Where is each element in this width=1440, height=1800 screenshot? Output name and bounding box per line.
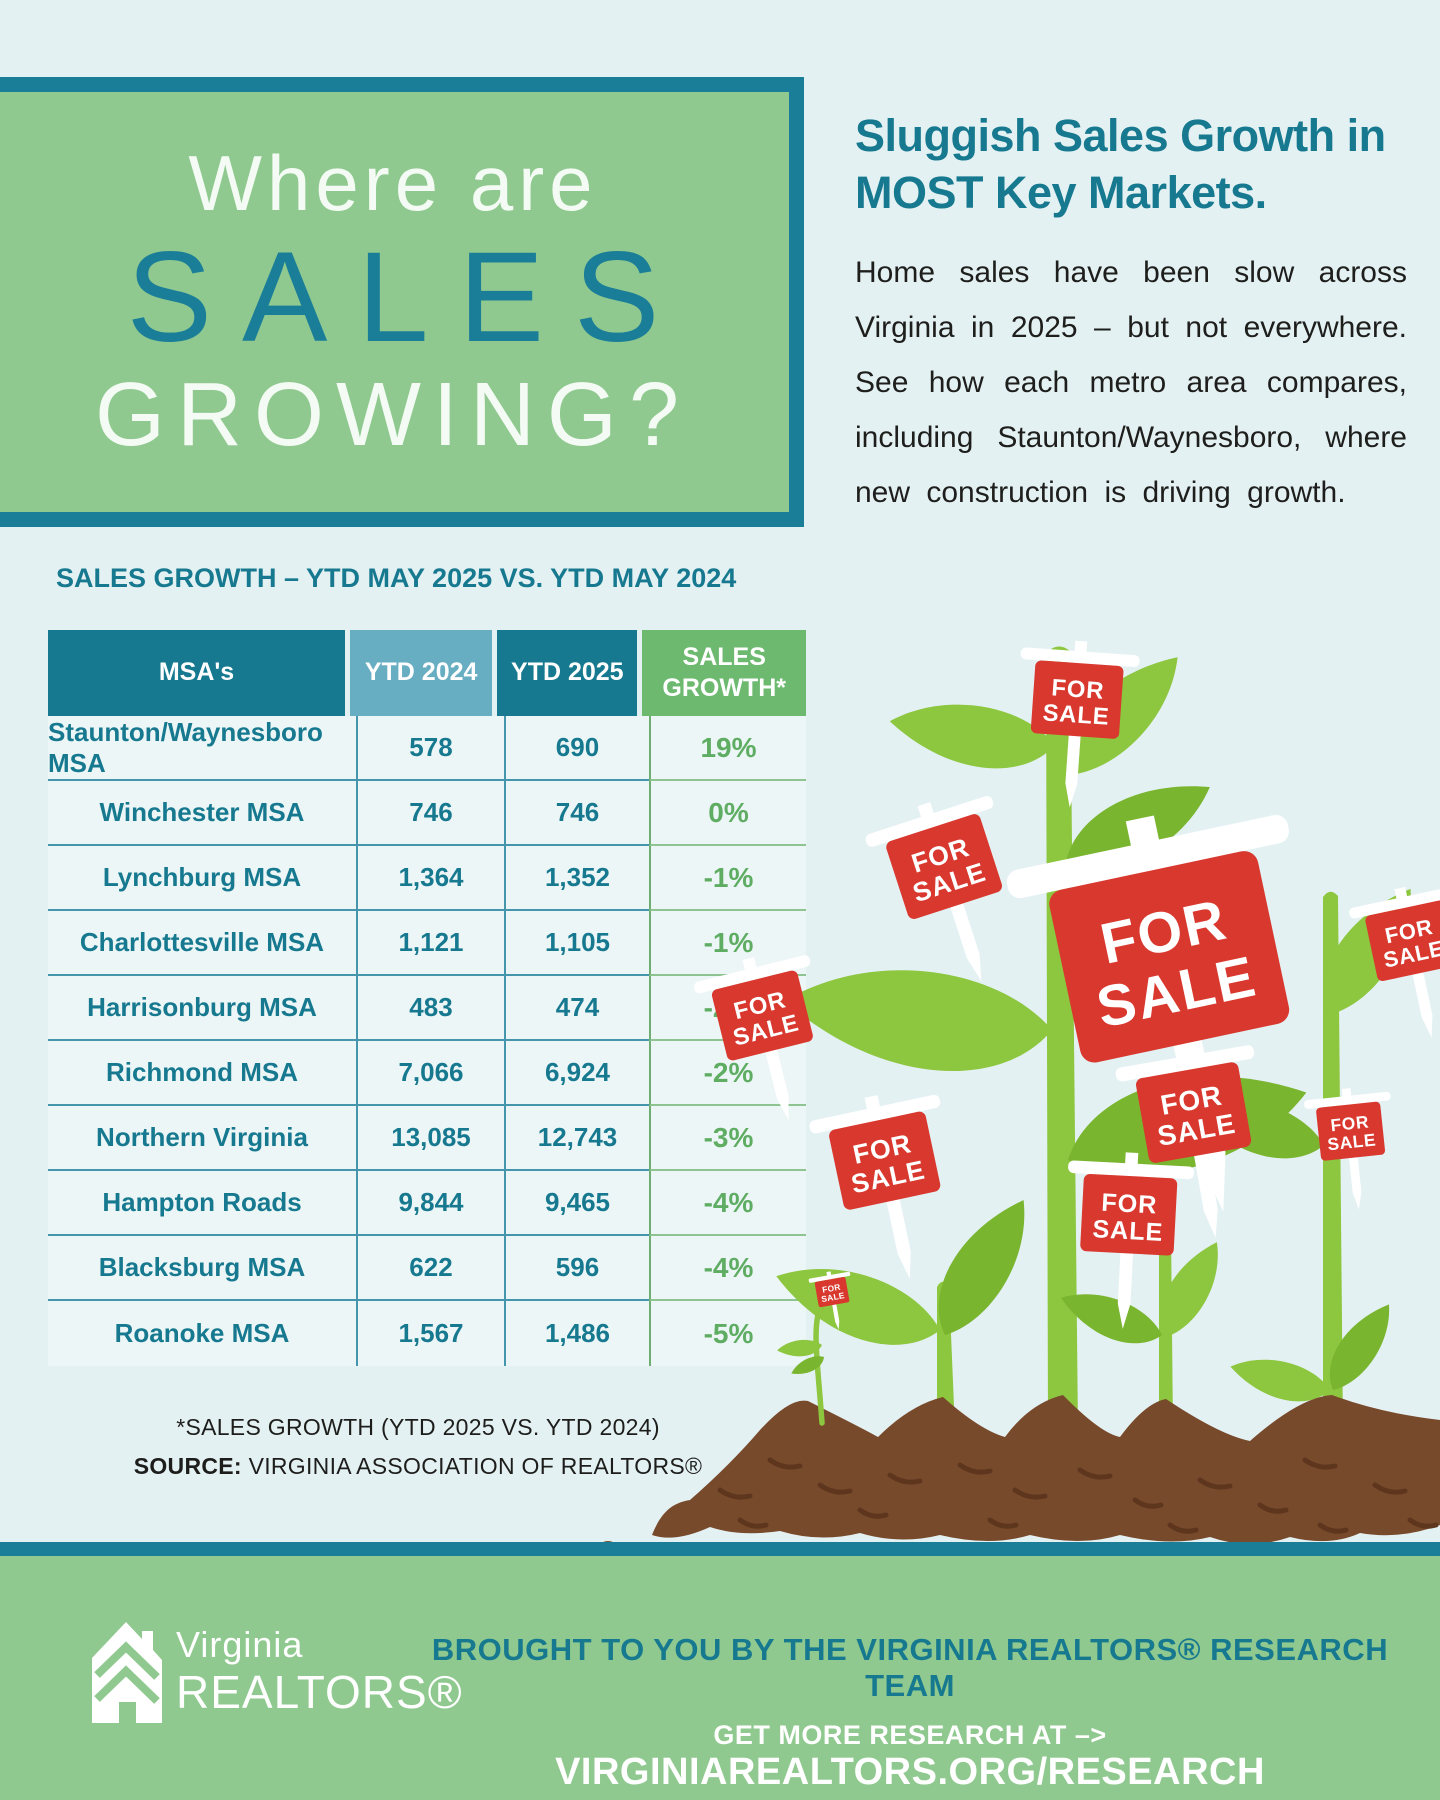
ytd2024-cell: 578 (356, 716, 504, 781)
msa-cell: Blacksburg MSA (48, 1236, 356, 1301)
table-row: Winchester MSA 746 746 0% (48, 781, 806, 846)
hero-title-line1: Where are (188, 138, 598, 227)
growth-cell: -1% (649, 846, 806, 911)
table-row: Lynchburg MSA 1,364 1,352 -1% (48, 846, 806, 911)
table-row: Roanoke MSA 1,567 1,486 -5% (48, 1301, 806, 1366)
footer-research-line: GET MORE RESEARCH AT –> VIRGINIAREALTORS… (420, 1720, 1400, 1794)
msa-cell: Lynchburg MSA (48, 846, 356, 911)
house-icon (92, 1622, 162, 1723)
msa-cell: Charlottesville MSA (48, 911, 356, 976)
ytd2025-cell: 12,743 (504, 1106, 649, 1171)
teal-divider (0, 1542, 1440, 1556)
hero-title-box: Where are SALES GROWING? (0, 77, 804, 527)
msa-cell: Hampton Roads (48, 1171, 356, 1236)
ytd2025-cell: 1,105 (504, 911, 649, 976)
hero-title-line3: GROWING? (94, 365, 691, 466)
plants-for-sale-illustration: FOR SALE (601, 636, 1440, 1560)
virginia-realtors-logo: Virginia REALTORS® (92, 1618, 463, 1723)
logo-text: Virginia REALTORS® (176, 1623, 463, 1718)
footnote-source-label: SOURCE: (133, 1453, 242, 1479)
msa-cell: Harrisonburg MSA (48, 976, 356, 1041)
column-header-growth: SALES GROWTH* (642, 630, 806, 716)
growth-cell: -3% (649, 1106, 806, 1171)
growth-cell: -5% (649, 1301, 806, 1366)
footer-text-block: BROUGHT TO YOU BY THE VIRGINIA REALTORS®… (420, 1632, 1400, 1794)
logo-line2: REALTORS® (176, 1665, 463, 1718)
growth-cell: -4% (649, 1236, 806, 1301)
ytd2024-cell: 7,066 (356, 1041, 504, 1106)
footnote-line1: *SALES GROWTH (YTD 2025 VS. YTD 2024) (176, 1414, 660, 1440)
ytd2024-cell: 746 (356, 781, 504, 846)
ytd2024-cell: 622 (356, 1236, 504, 1301)
for-sale-sign (806, 1082, 975, 1293)
for-sale-sign (690, 944, 847, 1135)
growth-cell: 0% (649, 781, 806, 846)
footer-research-url[interactable]: VIRGINIAREALTORS.ORG/RESEARCH (555, 1751, 1265, 1793)
dirt-mounds (601, 1395, 1440, 1560)
ytd2025-cell: 1,486 (504, 1301, 649, 1366)
ytd2025-cell: 6,924 (504, 1041, 649, 1106)
ytd2025-cell: 9,465 (504, 1171, 649, 1236)
ytd2025-cell: 690 (504, 716, 649, 781)
intro-body: Home sales have been slow across Virgini… (855, 256, 1407, 510)
footer-research-prefix: GET MORE RESEARCH AT –> (713, 1720, 1107, 1750)
plant-stems (937, 646, 1343, 1430)
ytd2025-cell: 746 (504, 781, 649, 846)
sales-growth-table: MSA's YTD 2024 YTD 2025 SALES GROWTH* St… (48, 630, 806, 1366)
table-row: Richmond MSA 7,066 6,924 -2% (48, 1041, 806, 1106)
table-row: Staunton/Waynesboro MSA 578 690 19% (48, 716, 806, 781)
msa-cell: Winchester MSA (48, 781, 356, 846)
ytd2025-cell: 596 (504, 1236, 649, 1301)
ytd2024-cell: 9,844 (356, 1171, 504, 1236)
ytd2024-cell: 1,567 (356, 1301, 504, 1366)
msa-cell: Northern Virginia (48, 1106, 356, 1171)
intro-headline: Sluggish Sales Growth in MOST Key Market… (855, 110, 1386, 218)
footnote-source-text: VIRGINIA ASSOCIATION OF REALTORS® (241, 1453, 703, 1479)
table-row: Hampton Roads 9,844 9,465 -4% (48, 1171, 806, 1236)
logo-line1: Virginia (176, 1623, 304, 1665)
table-header-row: MSA's YTD 2024 YTD 2025 SALES GROWTH* (48, 630, 806, 716)
growth-cell: 19% (649, 716, 806, 781)
ytd2024-cell: 13,085 (356, 1106, 504, 1171)
ytd2025-cell: 474 (504, 976, 649, 1041)
footnote: *SALES GROWTH (YTD 2025 VS. YTD 2024) SO… (48, 1408, 788, 1486)
msa-cell: Richmond MSA (48, 1041, 356, 1106)
ytd2024-cell: 1,364 (356, 846, 504, 911)
column-header-ytd2025: YTD 2025 (497, 630, 638, 716)
ytd2025-cell: 1,352 (504, 846, 649, 911)
growth-cell: -2% (649, 1041, 806, 1106)
table-row: Blacksburg MSA 622 596 -4% (48, 1236, 806, 1301)
ytd2024-cell: 1,121 (356, 911, 504, 976)
msa-cell: Roanoke MSA (114, 1318, 290, 1348)
ytd2024-cell: 483 (356, 976, 504, 1041)
table-row: Northern Virginia 13,085 12,743 -3% (48, 1106, 806, 1171)
table-title: SALES GROWTH – YTD MAY 2025 VS. YTD MAY … (56, 563, 737, 593)
column-header-ytd2024: YTD 2024 (350, 630, 493, 716)
column-header-msa: MSA's (48, 630, 346, 716)
footer: Virginia REALTORS® BROUGHT TO YOU BY THE… (0, 1556, 1440, 1800)
footnote-source: SOURCE: VIRGINIA ASSOCIATION OF REALTORS… (48, 1447, 788, 1486)
msa-cell: Staunton/Waynesboro MSA (48, 716, 356, 781)
table-row: Charlottesville MSA 1,121 1,105 -1% (48, 911, 806, 976)
footer-credit-line: BROUGHT TO YOU BY THE VIRGINIA REALTORS®… (431, 1632, 1389, 1703)
hero-title-line2: SALES (126, 225, 690, 369)
intro-section: Sluggish Sales Growth in MOST Key Market… (855, 108, 1407, 520)
growth-cell: -4% (649, 1171, 806, 1236)
